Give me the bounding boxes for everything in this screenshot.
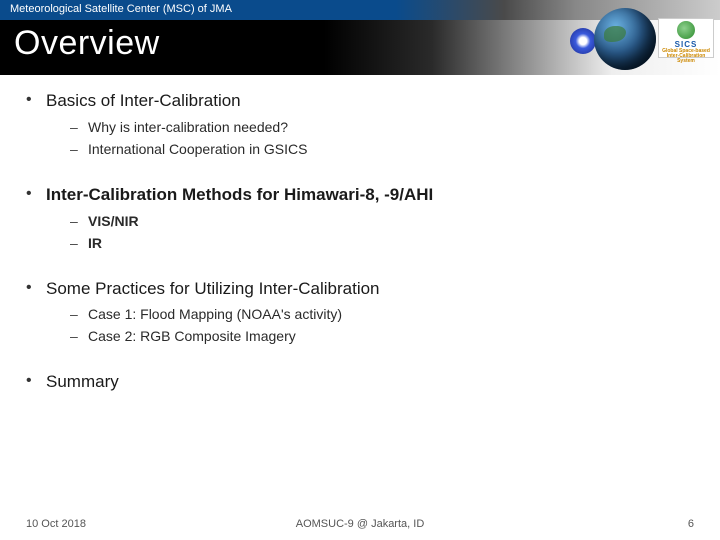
sub-label: Why is inter-calibration needed? bbox=[88, 119, 288, 135]
dash-icon: – bbox=[70, 328, 88, 344]
earth-icon bbox=[594, 8, 656, 70]
bullet-icon: • bbox=[26, 183, 46, 205]
section-item: • Summary bbox=[26, 370, 694, 394]
sub-item: – International Cooperation in GSICS bbox=[70, 141, 694, 157]
section-item: • Basics of Inter-Calibration bbox=[26, 89, 694, 113]
footer-date: 10 Oct 2018 bbox=[26, 518, 86, 530]
gsics-line2: Inter-Calibration System bbox=[659, 54, 713, 64]
bullet-icon: • bbox=[26, 277, 46, 299]
bullet-icon: • bbox=[26, 370, 46, 392]
sub-label: Case 1: Flood Mapping (NOAA's activity) bbox=[88, 306, 342, 322]
dash-icon: – bbox=[70, 235, 88, 251]
footer-page: 6 bbox=[688, 518, 694, 530]
section-label: Basics of Inter-Calibration bbox=[46, 89, 241, 113]
sub-item: – Case 2: RGB Composite Imagery bbox=[70, 328, 694, 344]
sublist: – Why is inter-calibration needed? – Int… bbox=[70, 119, 694, 157]
logo-area: SICS Global Space-based Inter-Calibratio… bbox=[574, 4, 714, 74]
dash-icon: – bbox=[70, 213, 88, 229]
dash-icon: – bbox=[70, 306, 88, 322]
bullet-icon: • bbox=[26, 89, 46, 111]
sub-label: IR bbox=[88, 235, 102, 251]
globe-icon bbox=[677, 21, 695, 39]
sub-label: VIS/NIR bbox=[88, 213, 139, 229]
title-band: Overview SICS Global Space-based Inter-C… bbox=[0, 20, 720, 75]
sub-label: Case 2: RGB Composite Imagery bbox=[88, 328, 296, 344]
section-label: Inter-Calibration Methods for Himawari-8… bbox=[46, 183, 433, 207]
section-item: • Inter-Calibration Methods for Himawari… bbox=[26, 183, 694, 207]
sublist: – Case 1: Flood Mapping (NOAA's activity… bbox=[70, 306, 694, 344]
swirl-icon bbox=[570, 28, 596, 54]
gsics-logo: SICS Global Space-based Inter-Calibratio… bbox=[658, 18, 714, 58]
dash-icon: – bbox=[70, 119, 88, 135]
footer: 10 Oct 2018 AOMSUC-9 @ Jakarta, ID 6 bbox=[0, 518, 720, 530]
sub-item: – Case 1: Flood Mapping (NOAA's activity… bbox=[70, 306, 694, 322]
sub-item: – IR bbox=[70, 235, 694, 251]
dash-icon: – bbox=[70, 141, 88, 157]
sub-item: – VIS/NIR bbox=[70, 213, 694, 229]
footer-venue: AOMSUC-9 @ Jakarta, ID bbox=[296, 518, 425, 530]
org-label: Meteorological Satellite Center (MSC) of… bbox=[10, 3, 232, 15]
sub-label: International Cooperation in GSICS bbox=[88, 141, 307, 157]
content-area: • Basics of Inter-Calibration – Why is i… bbox=[0, 75, 720, 394]
sublist: – VIS/NIR – IR bbox=[70, 213, 694, 251]
section-item: • Some Practices for Utilizing Inter-Cal… bbox=[26, 277, 694, 301]
sub-item: – Why is inter-calibration needed? bbox=[70, 119, 694, 135]
section-label: Summary bbox=[46, 370, 119, 394]
section-label: Some Practices for Utilizing Inter-Calib… bbox=[46, 277, 380, 301]
